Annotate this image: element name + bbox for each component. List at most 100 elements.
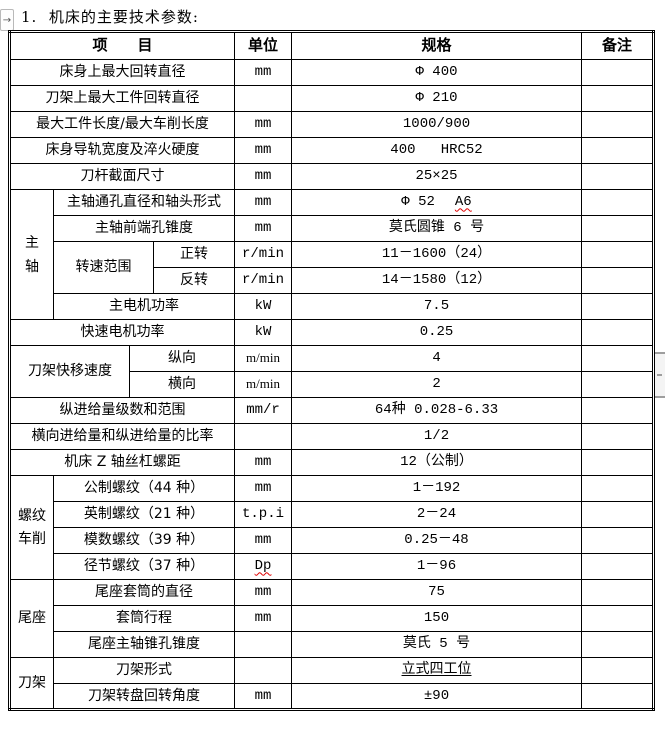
table-row: 主电机功率 kW 7.5 — [10, 293, 655, 320]
cell-unit: m/min — [234, 371, 293, 398]
table-row: 主轴前端孔锥度 mm 莫氏圆锥 6 号 — [10, 215, 655, 242]
table-row: 床身上最大回转直径 mm Φ 400 — [8, 59, 655, 86]
cell-remark — [581, 527, 655, 554]
cell-item: 模数螺纹（39 种） — [52, 527, 236, 554]
cell-remark — [581, 215, 655, 242]
cell-unit: m/min — [234, 345, 293, 372]
spec-table: 项 目 单位 规格 备注 床身上最大回转直径 mm Φ 400 刀架上最大工件回… — [8, 30, 656, 711]
cell-item: 径节螺纹（37 种） — [52, 553, 236, 580]
group-cell-spindle: 主轴 — [9, 189, 54, 320]
table-row: 英制螺纹（21 种） t.p.i 2－24 — [10, 501, 655, 528]
header-remark: 备注 — [581, 31, 655, 60]
group-cell-speed-range: 转速范围 — [53, 241, 154, 294]
cell-item: 尾座主轴锥孔锥度 — [52, 631, 236, 658]
cell-unit: mm/r — [234, 397, 293, 424]
table-row: 刀架快移速度 纵向 m/min 4 — [9, 345, 655, 398]
cell-spec: 0.25－48 — [291, 527, 583, 554]
cell-item: 机床 Z 轴丝杠螺距 — [8, 449, 236, 476]
table-row: 模数螺纹（39 种） mm 0.25－48 — [10, 527, 655, 554]
cell-item: 快速电机功率 — [8, 319, 236, 346]
cell-remark — [581, 241, 655, 268]
cell-remark — [581, 111, 655, 138]
spellcheck-flagged-text: Dp — [254, 558, 272, 575]
header-spec: 规格 — [291, 31, 583, 60]
table-row: 机床 Z 轴丝杠螺距 mm 12（公制） — [8, 449, 655, 476]
cell-unit: kW — [234, 319, 293, 346]
table-row: 横向 m/min 2 — [10, 371, 655, 398]
cell-unit: mm — [234, 605, 293, 632]
cell-unit: Dp — [234, 553, 293, 580]
table-row: 螺纹车削 公制螺纹（44 种） mm 1－192 — [9, 475, 655, 580]
cell-spec: 12（公制） — [291, 449, 583, 476]
cell-unit: r/min — [234, 267, 293, 294]
cell-spec: Φ 400 — [291, 59, 583, 86]
cell-spec: 150 — [291, 605, 583, 632]
cell-remark — [581, 631, 655, 658]
cell-spec: 立式四工位 — [291, 657, 583, 684]
cell-remark — [581, 163, 655, 190]
header-item: 项 目 — [8, 31, 236, 60]
cell-unit — [234, 657, 293, 684]
table-header-row: 项 目 单位 规格 备注 — [8, 31, 655, 60]
cell-spec: 莫氏圆锥 6 号 — [291, 215, 583, 242]
cell-remark — [581, 501, 655, 528]
cell-remark — [581, 657, 655, 684]
cell-item: 刀架上最大工件回转直径 — [8, 85, 236, 112]
cell-spec: ±90 — [291, 683, 583, 710]
cell-spec: 0.25 — [291, 319, 583, 346]
cell-remark — [581, 319, 655, 346]
cell-remark — [581, 85, 655, 112]
cell-unit: mm — [234, 527, 293, 554]
header-unit: 单位 — [234, 31, 293, 60]
cell-unit: mm — [234, 215, 293, 242]
cell-unit — [234, 631, 293, 658]
cell-item: 刀架转盘回转角度 — [52, 683, 236, 710]
table-row: 刀架 刀架形式 立式四工位 — [9, 657, 655, 710]
cell-item: 横向 — [128, 371, 236, 398]
tab-marker-icon[interactable]: → — [0, 9, 14, 31]
cell-item: 英制螺纹（21 种） — [52, 501, 236, 528]
cell-unit: mm — [234, 579, 293, 606]
cell-spec: Φ 52 A6 — [291, 189, 583, 216]
cell-spec: 2－24 — [291, 501, 583, 528]
cell-item: 刀架形式 — [52, 657, 236, 684]
cell-remark — [581, 267, 655, 294]
cell-remark — [581, 371, 655, 398]
cell-remark — [581, 683, 655, 710]
cell-unit: kW — [234, 293, 293, 320]
cell-item: 纵进给量级数和范围 — [8, 397, 236, 424]
table-row: 尾座主轴锥孔锥度 莫氏 5 号 — [10, 631, 655, 658]
cell-item: 主轴通孔直径和轴头形式 — [52, 189, 236, 216]
cell-unit: mm — [234, 111, 293, 138]
cell-item: 纵向 — [128, 345, 236, 372]
cell-spec: 11－1600（24） — [291, 241, 583, 268]
table-row: 反转 r/min 14－1580（12） — [10, 267, 655, 294]
cell-spec: 25×25 — [291, 163, 583, 190]
group-cell-toolpost: 刀架 — [9, 657, 54, 710]
table-row: 刀架转盘回转角度 mm ±90 — [10, 683, 655, 710]
cell-spec: 7.5 — [291, 293, 583, 320]
table-row: 横向进给量和纵进给量的比率 1/2 — [8, 423, 655, 450]
cell-spec: 1/2 — [291, 423, 583, 450]
cell-spec: 64种 0.028-6.33 — [291, 397, 583, 424]
cell-unit — [234, 85, 293, 112]
cell-item: 主电机功率 — [52, 293, 236, 320]
cell-remark — [581, 423, 655, 450]
cell-remark — [581, 189, 655, 216]
cell-remark — [581, 553, 655, 580]
cell-item: 尾座套筒的直径 — [52, 579, 236, 606]
table-row: 转速范围 正转 r/min 11－1600（24） — [10, 241, 655, 294]
group-cell-tailstock: 尾座 — [9, 579, 54, 658]
cell-item: 刀杆截面尺寸 — [8, 163, 236, 190]
cell-remark — [581, 605, 655, 632]
cell-unit: mm — [234, 59, 293, 86]
cell-spec: 2 — [291, 371, 583, 398]
cell-item: 床身上最大回转直径 — [8, 59, 236, 86]
cell-unit — [234, 423, 293, 450]
table-row: 径节螺纹（37 种） Dp 1－96 — [10, 553, 655, 580]
vertical-scrollbar-thumb[interactable] — [655, 352, 665, 398]
cell-spec: 400 HRC52 — [291, 137, 583, 164]
underlined-text: 立式四工位 — [401, 662, 472, 679]
cell-remark — [581, 345, 655, 372]
